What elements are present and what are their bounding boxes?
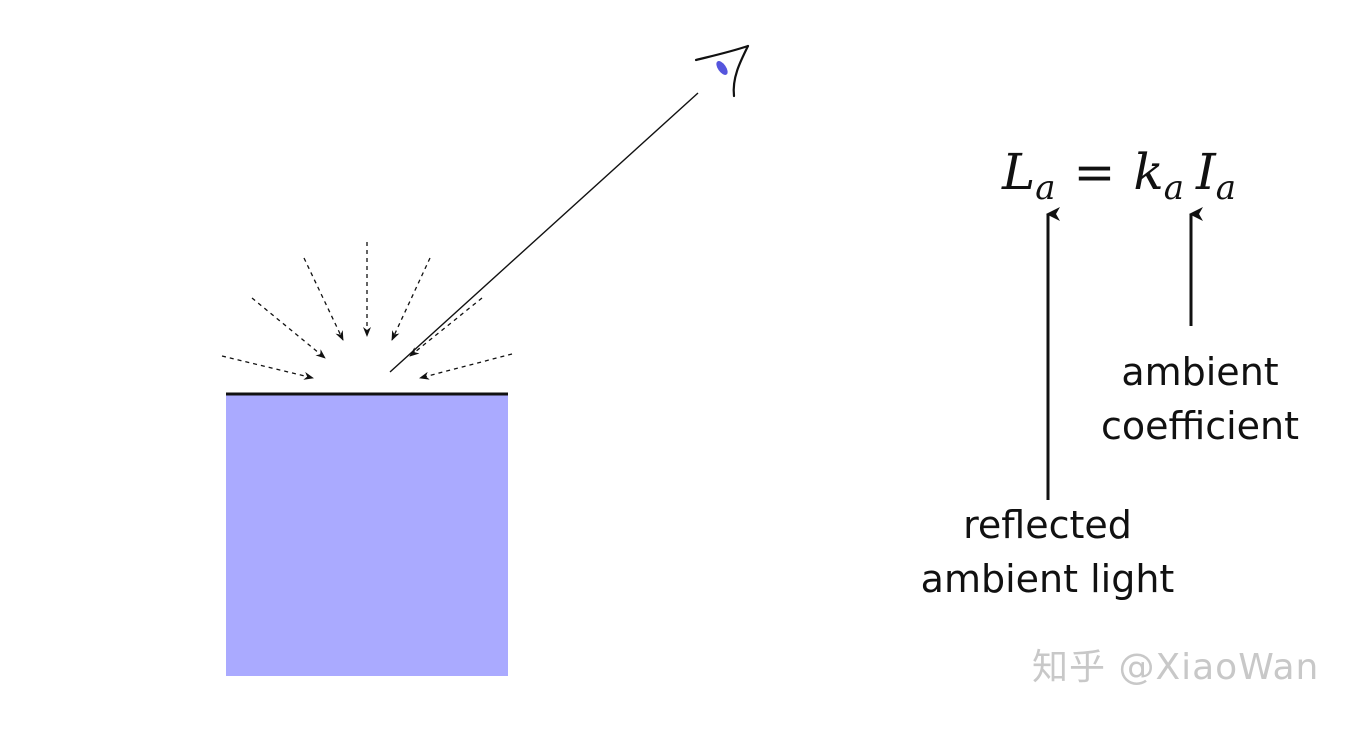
equation-coef: k — [1133, 143, 1164, 201]
incoming-ambient-rays — [221, 242, 513, 380]
ambient-ray — [221, 355, 314, 380]
ambient-equation: La = ka Ia — [1002, 142, 1236, 218]
reflected-ray — [389, 92, 699, 373]
equation-equals: = — [1073, 143, 1116, 201]
ambient-ray — [391, 257, 431, 341]
ambient-ray — [409, 297, 483, 357]
surface-block — [226, 394, 508, 676]
equation-intensity-subscript: a — [1215, 168, 1237, 208]
ambient-ray — [419, 353, 513, 380]
equation-lhs: L — [1002, 143, 1036, 201]
label-line: ambient light — [920, 557, 1175, 601]
equation-intensity: I — [1195, 143, 1216, 201]
reflected-ambient-light-label: reflected ambient light — [895, 498, 1200, 606]
label-line: coefficient — [1100, 404, 1300, 448]
equation-coef-subscript: a — [1163, 168, 1184, 208]
label-line: ambient — [1121, 350, 1279, 394]
eye-icon — [694, 44, 750, 98]
label-line: reflected — [963, 503, 1132, 547]
ambient-ray — [303, 257, 344, 341]
ambient-coefficient-label: ambient coefficient — [1080, 345, 1320, 453]
watermark: 知乎 @XiaoWan — [1032, 647, 1320, 688]
ambient-ray — [251, 297, 326, 359]
equation-lhs-subscript: a — [1035, 168, 1056, 208]
